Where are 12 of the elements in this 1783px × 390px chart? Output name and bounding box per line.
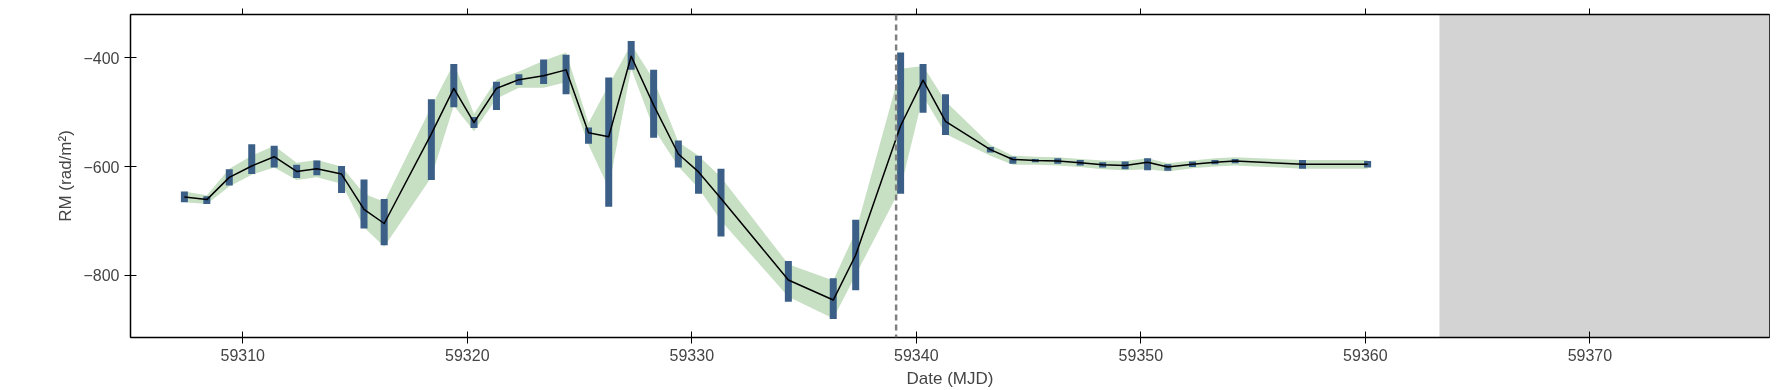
x-tick-label: 59330	[669, 346, 715, 364]
x-tick-label: 59310	[220, 346, 266, 364]
y-tick-label: −800	[83, 267, 120, 285]
x-tick-label: 59370	[1567, 346, 1613, 364]
x-tick-label: 59360	[1343, 346, 1388, 364]
x-tick-label: 59350	[1118, 346, 1164, 364]
x-axis-title: Date (MJD)	[906, 368, 994, 388]
y-axis-title: RM (rad/m²)	[56, 130, 76, 222]
y-tick-label: −400	[83, 49, 120, 67]
x-tick-label: 59320	[445, 346, 490, 364]
x-tick-label: 59340	[894, 346, 939, 364]
y-tick-label: −600	[83, 158, 120, 176]
